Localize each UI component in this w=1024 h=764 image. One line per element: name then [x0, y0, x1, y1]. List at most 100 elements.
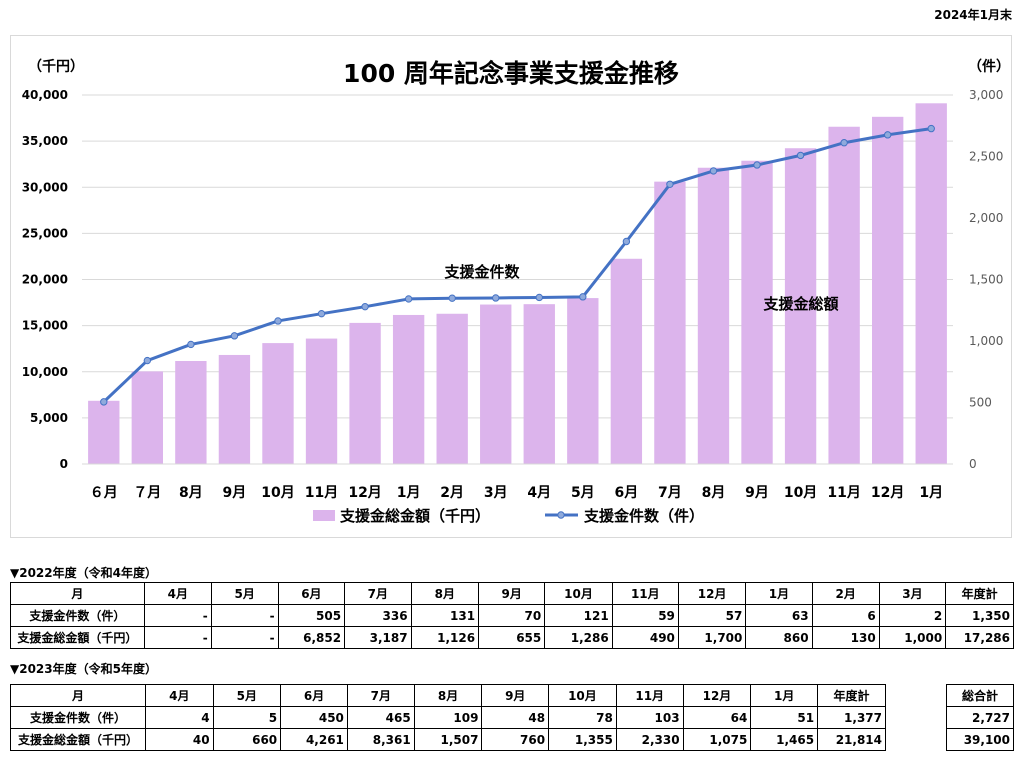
y-right-tick-label: 0 — [969, 457, 977, 471]
x-tick-label: 1月 — [919, 485, 943, 501]
x-tick-label: 5月 — [571, 485, 595, 501]
y-right-unit: （件） — [968, 58, 1010, 75]
series-line — [102, 127, 932, 403]
line-point — [840, 139, 848, 147]
legend-swatch-marker — [557, 511, 565, 519]
table-cell: 78 — [548, 706, 617, 729]
table-row: 支援金件数（件） 4 5 450 465 109 48 78 103 64 51 1,377 — [9, 706, 886, 729]
bar — [784, 148, 817, 464]
y-left-tick-label: 25,000 — [22, 226, 68, 240]
table-cell: 51 — [750, 706, 819, 729]
table-cell: 48 — [481, 706, 550, 729]
table-cell: 490 — [611, 626, 679, 649]
line-point — [274, 317, 282, 325]
y-left-tick-label: 5,000 — [30, 411, 68, 425]
table-cell: 4 — [145, 706, 214, 729]
table-2022: 月 4月 5月 6月 7月 8月 9月 10月 11月 12月 1月 2月 3月 年度計 支援金件数（件） -… — [10, 582, 1014, 649]
table-header-cell: 11月 — [611, 582, 679, 605]
bar — [175, 361, 207, 464]
bar — [262, 343, 294, 464]
x-tick-label: 4月 — [527, 485, 551, 501]
table-cell: 660 — [212, 728, 282, 751]
table-cell: 6,852 — [277, 626, 346, 649]
bar — [871, 116, 904, 464]
table-header-cell: 月 — [10, 582, 145, 605]
table-row: 39,100 — [946, 728, 1014, 751]
table-header-cell: 2月 — [811, 582, 880, 605]
line-point — [448, 294, 456, 302]
bar — [131, 371, 164, 464]
bar — [349, 322, 381, 464]
line-point — [796, 151, 805, 160]
y-left-tick-label: 40,000 — [22, 88, 68, 102]
table-cell: 336 — [344, 604, 412, 627]
table-header-cell: 9月 — [481, 684, 550, 707]
table-cell: 6 — [811, 604, 880, 627]
table-cell: - — [143, 604, 212, 627]
table-cell: 40 — [145, 728, 214, 751]
x-tick-label: 10月 — [784, 485, 817, 501]
y-left-unit: （千円） — [28, 58, 84, 75]
bar — [88, 400, 120, 464]
line-point — [187, 340, 195, 349]
row-label: 支援金総金額（千円） — [10, 626, 145, 649]
table-cell: 64 — [682, 706, 752, 729]
table-header-cell: 5月 — [212, 684, 282, 707]
table-cell: 1,377 — [817, 706, 886, 729]
table-header-cell: 4月 — [143, 582, 212, 605]
table-header-cell: 7月 — [346, 684, 415, 707]
line-point — [404, 295, 413, 303]
x-tick-label: 12月 — [871, 485, 904, 501]
line-point — [622, 237, 631, 246]
line-point — [579, 293, 587, 301]
table-row: 2,727 — [946, 706, 1014, 729]
table-header-cell: 1月 — [750, 684, 819, 707]
table-cell: 17,286 — [945, 626, 1014, 649]
table-header-cell: 12月 — [682, 684, 752, 707]
table-header-cell: 10月 — [544, 582, 613, 605]
table-cell: 465 — [346, 706, 415, 729]
table-header-row: 月 4月 5月 6月 7月 8月 9月 10月 11月 12月 1月 2月 3月 年度計 — [10, 582, 1014, 605]
total-header-cell: 総合計 — [946, 684, 1014, 707]
table-header-cell: 10月 — [548, 684, 617, 707]
line-point — [535, 293, 543, 302]
total-cell: 2,727 — [946, 706, 1014, 729]
legend-swatch-bar — [313, 510, 335, 521]
x-tick-label: 6月 — [615, 485, 639, 501]
x-tick-label: ７月 — [133, 485, 161, 501]
table-cell: 1,075 — [682, 728, 752, 751]
table-cell: 5 — [212, 706, 282, 729]
line-point — [753, 161, 761, 169]
annotation-count: 支援金件数 — [443, 263, 520, 281]
table-cell: 130 — [811, 626, 880, 649]
table-cell: 2,330 — [615, 728, 684, 751]
y-right-tick-label: 2,000 — [969, 211, 1003, 225]
table-cell: 1,000 — [878, 626, 947, 649]
table-header-cell: 8月 — [410, 582, 480, 605]
line-point — [666, 180, 674, 188]
table-row: 支援金総金額（千円） - -6,852 3,187 1,126 655 1,286 490 1,… — [10, 626, 1014, 649]
y-left-tick-label: 10,000 — [22, 365, 68, 379]
bar — [610, 258, 643, 464]
y-right-tick-label: 3,000 — [969, 88, 1003, 102]
table-header-cell: 月 — [9, 684, 147, 707]
table-cell: 70 — [478, 604, 546, 627]
table-cell: 505 — [277, 604, 346, 627]
grand-total-table: 総合計 2,727 39,100 — [946, 684, 1014, 751]
table-cell: 131 — [410, 604, 480, 627]
table-cell: 450 — [280, 706, 348, 729]
table-header-cell: 12月 — [677, 582, 747, 605]
bar — [305, 338, 338, 464]
y-right-tick-label: 2,500 — [969, 150, 1003, 164]
chart-frame — [10, 35, 1012, 538]
y-right-tick-label: 500 — [969, 396, 992, 410]
line-point — [927, 124, 935, 133]
x-tick-label: 2月 — [440, 485, 464, 501]
table-header-cell: 8月 — [413, 684, 483, 707]
table-cell: 1,355 — [548, 728, 617, 751]
line-point — [230, 332, 239, 340]
table-cell: 1,126 — [410, 626, 480, 649]
x-tick-label: 11月 — [827, 485, 860, 501]
table-header-cell: 年度計 — [817, 684, 886, 707]
table-row: 支援金件数（件） - -505 336 131 70 121 59 57 63 6 2 1,350 — [10, 604, 1014, 627]
